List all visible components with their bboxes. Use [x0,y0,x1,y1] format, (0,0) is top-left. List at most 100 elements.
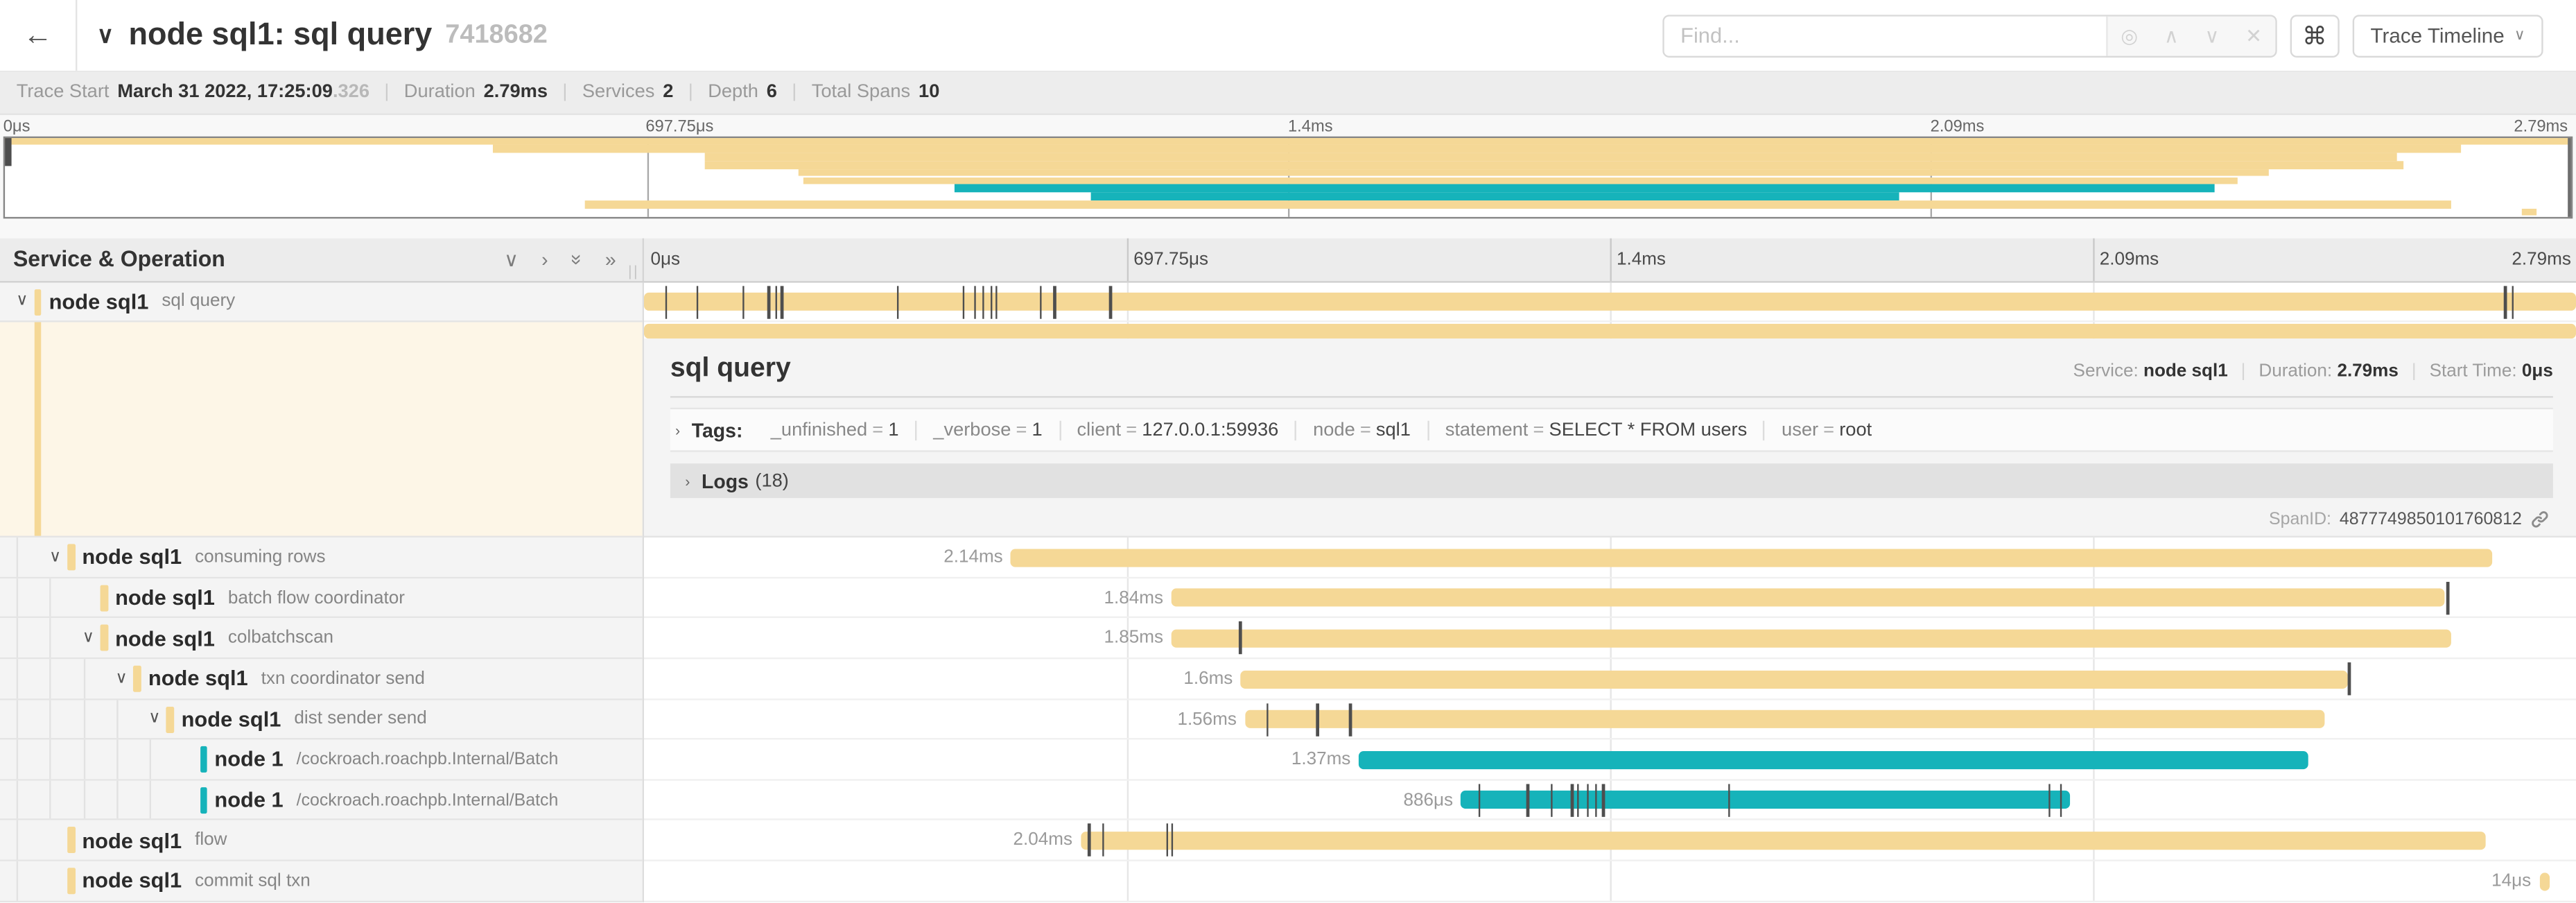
tags-accordion[interactable]: › Tags: _unfinished = 1 _verbose = 1 client = 12… [670,407,2553,452]
clear-search-icon[interactable]: ✕ [2245,24,2263,47]
selected-span-bar-row [644,322,2576,339]
span-bar-row[interactable]: 1.37ms [644,740,2576,781]
view-selector-label: Trace Timeline [2370,24,2505,47]
log-marker-tick [982,285,984,318]
logs-accordion[interactable]: › Logs (18) [670,463,2553,499]
span-bar-row[interactable]: 2.14ms [644,538,2576,578]
span-tree-row[interactable]: ∨ node sql1 consuming rows [0,538,643,578]
span-bar[interactable] [644,293,2576,311]
log-marker-tick [1171,824,1174,857]
span-tree-row[interactable]: ∨ node sql1 txn coordinator send [0,659,643,700]
separator: | [384,83,390,103]
tree-guide-line [17,820,19,860]
minimap-right-drag-handle[interactable] [2568,137,2571,216]
log-marker-tick [1478,783,1481,817]
tag-item[interactable]: client = 127.0.0.1:59936 [1061,420,1297,440]
span-tree-row[interactable]: ∨ node sql1 colbatchscan [0,618,643,660]
span-tree-column: ∨ node sql1 sql query ∨ node sql1 consuming … [0,282,645,902]
span-bar[interactable] [1011,548,2494,567]
top-bar: ← ∨ node sql1: sql query 7418682 ◎ ∧ ∨ ✕ ⌘ … [0,0,2576,73]
locate-icon[interactable]: ◎ [2121,24,2139,47]
span-bar[interactable] [1241,669,2349,688]
log-marker-tick [1594,783,1597,817]
tag-item[interactable]: statement = SELECT * FROM users [1429,420,1766,440]
back-button[interactable]: ← [0,0,78,71]
tag-item[interactable]: user = root [1765,420,1888,440]
link-icon[interactable] [2530,510,2550,529]
span-bar[interactable] [1171,589,2445,608]
tick-label: 2.79ms [2512,249,2571,269]
separator: | [562,83,568,103]
chevron-down-icon: ∨ [2514,26,2525,43]
span-tree-row[interactable]: ∨ node sql1 dist sender send [0,699,643,740]
chevron-down-icon[interactable]: ∨ [49,548,62,567]
tag-equals: = [1016,420,1027,440]
span-bar[interactable] [1359,750,2308,769]
info-value: March 31 2022, 17:25:09 [117,83,333,103]
collapse-trace-icon[interactable]: ∨ [96,21,114,48]
chevron-down-icon[interactable]: ∨ [16,292,28,311]
separator: | [2411,361,2417,382]
service-color-bar [166,705,175,732]
collapse-one-icon[interactable]: ∨ [504,247,519,270]
span-bar-row[interactable]: 2.04ms [644,820,2576,861]
expand-one-icon[interactable]: › [541,247,548,270]
span-bar-row[interactable] [644,282,2576,322]
collapse-all-icon[interactable]: » [565,253,589,265]
log-marker-tick [2060,783,2062,817]
tag-key: client [1077,420,1122,440]
selected-span-color-stripe [34,322,42,536]
log-marker-tick [1349,703,1352,736]
service-color-bar [100,585,108,611]
tick-label: 2.09ms [2099,249,2159,269]
service-operation-title: Service & Operation [12,246,225,272]
span-bar-row[interactable]: 886μs [644,780,2576,821]
tag-item[interactable]: _unfinished = 1 [754,420,917,440]
find-input[interactable] [1664,15,2106,55]
view-selector-button[interactable]: Trace Timeline ∨ [2352,14,2543,57]
log-marker-tick [1102,824,1104,857]
column-resize-grip[interactable]: || [628,261,639,279]
span-bar-row[interactable]: 1.85ms [644,619,2576,660]
span-bar[interactable] [1461,791,2070,809]
chevron-down-icon[interactable]: ∨ [82,628,95,647]
chevron-down-icon[interactable]: ∨ [115,669,128,688]
tree-guide-line [149,739,151,779]
span-bar[interactable] [1244,710,2325,729]
selected-span-bar[interactable] [644,322,2576,338]
minimap-left-drag-handle[interactable] [5,137,11,166]
span-tree-row[interactable]: ∨node 1/cockroach.roachpb.Internal/Batch [0,780,643,821]
next-match-icon[interactable]: ∨ [2204,24,2220,47]
tag-item[interactable]: _verbose = 1 [917,420,1061,440]
keyboard-shortcuts-button[interactable]: ⌘ [2290,14,2340,57]
tag-item[interactable]: node = sql1 [1296,420,1429,440]
tick-label: 697.75μs [645,117,714,136]
span-tree-row[interactable]: ∨node 1/cockroach.roachpb.Internal/Batch [0,739,643,781]
collapse-controls: ∨ › » » [504,248,616,270]
axis-gridline [1126,237,1129,281]
span-tree-row[interactable]: ∨ node sql1 sql query [0,282,643,322]
minimap-tick-labels: 0μs 697.75μs 1.4ms 2.09ms 2.79ms [3,117,2573,135]
chevron-down-icon[interactable]: ∨ [148,710,161,728]
minimap-gridline [646,137,648,216]
span-bar[interactable] [2539,872,2550,891]
span-bar[interactable] [1171,629,2451,648]
chevron-right-icon: › [685,472,690,490]
span-bar-row[interactable]: 1.84ms [644,578,2576,619]
log-marker-tick [1239,621,1242,655]
prev-match-icon[interactable]: ∧ [2164,24,2179,47]
span-bar[interactable] [1080,832,2485,850]
minimap-canvas[interactable] [3,135,2573,218]
span-duration-label: 2.04ms [1013,830,1073,851]
tag-equals: = [872,420,884,440]
tag-equals: = [1533,420,1544,440]
span-bar-row[interactable]: 1.56ms [644,700,2576,740]
expand-all-icon[interactable]: » [604,247,616,270]
span-bar-row[interactable]: 14μs [644,861,2576,902]
span-bar-row[interactable]: 1.6ms [644,659,2576,700]
tag-key: _verbose [933,420,1011,440]
span-detail-meta: Service: node sql1 | Duration: 2.79ms | … [2073,362,2553,381]
